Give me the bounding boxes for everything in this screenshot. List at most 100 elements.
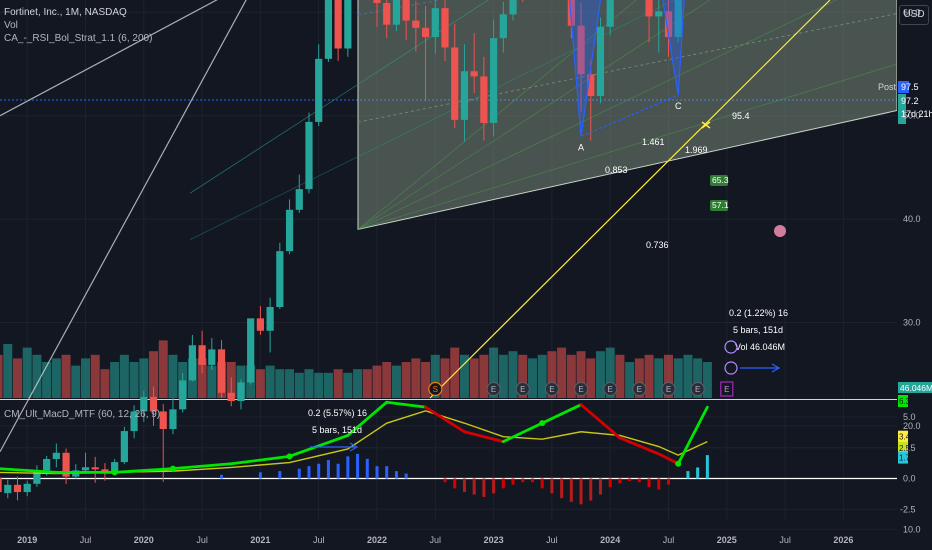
time-tick-label: 2023: [484, 535, 504, 545]
measure-readout-volume: Vol 46.046M: [735, 342, 785, 352]
candle-body: [208, 349, 216, 365]
volume-bar: [654, 358, 664, 398]
bar-countdown: 17d 21h: [901, 109, 932, 119]
volume-bar: [71, 365, 81, 398]
candle-body: [169, 409, 177, 430]
volume-bar: [664, 354, 673, 398]
strategy-indicator-label[interactable]: CA_-_RSI_Bol_Strat_1.1 (6, 200): [4, 33, 153, 44]
candle: [402, 0, 410, 41]
macd-value-tag-label: 3.4: [899, 433, 911, 442]
earnings-event-icon: [632, 382, 647, 396]
macd-measure-bars: 5 bars, 151d: [312, 425, 362, 435]
candle: [431, 0, 439, 54]
macd-histogram-bar: [569, 478, 573, 502]
candle: [52, 443, 60, 468]
macd-tick-label: 5.0: [903, 412, 916, 422]
post-price-tag: [898, 81, 909, 93]
volume-bar: [343, 372, 353, 398]
currency-button[interactable]: USD: [899, 5, 929, 25]
macd-histogram-bar: [375, 466, 379, 479]
macd-value-tag: [898, 430, 908, 443]
volume-bar: [129, 362, 139, 398]
macd-value-tag: [898, 441, 908, 454]
earnings-event-label: E: [549, 385, 554, 394]
candle: [179, 373, 187, 413]
candle: [247, 318, 255, 385]
candle: [81, 452, 90, 474]
price-tick-label: 10.0: [903, 524, 921, 534]
candle-body: [179, 380, 187, 410]
candle: [305, 112, 313, 194]
candle-body: [402, 0, 410, 21]
earnings-event-label: E: [608, 385, 613, 394]
lower-trendline: [189, 0, 489, 194]
macd-indicator-label[interactable]: CM_Ult_MacD_MTF (60, 12, 26, 9): [4, 409, 161, 420]
candle: [140, 390, 148, 422]
volume-bar: [314, 372, 324, 398]
candle-body: [451, 47, 459, 120]
volume-bar: [119, 354, 129, 398]
split-event-icon: [428, 381, 443, 397]
candle-body: [509, 0, 517, 15]
price-tick-label: 50.0: [903, 111, 921, 121]
macd-line-segment: [385, 400, 427, 409]
candle-body: [344, 0, 352, 49]
macd-histogram-bar: [356, 453, 360, 479]
volume-bar: [440, 358, 450, 398]
volume-bar: [479, 354, 489, 398]
macd-histogram-bar: [686, 471, 690, 479]
candle-body: [0, 477, 2, 493]
macd-line-segment: [113, 467, 175, 474]
candle: [4, 479, 12, 499]
price-tick-label: 40.0: [903, 214, 921, 224]
volume-indicator-label[interactable]: Vol: [4, 20, 18, 31]
trend-lines: [0, 0, 831, 453]
candle: [412, 0, 420, 52]
candle: [295, 174, 303, 213]
candle: [441, 0, 449, 61]
harmonic-pattern: XABCD: [568, 0, 685, 152]
steep-trendline: [0, 0, 247, 453]
last-price-tag: [898, 94, 906, 124]
candle-body: [373, 0, 381, 3]
symbol-title[interactable]: Fortinet, Inc., 1M, NASDAQ: [4, 7, 127, 18]
rsi-label-653: 65.3: [712, 175, 729, 185]
macd-histogram-bar: [647, 478, 651, 488]
volume-bar: [362, 369, 372, 398]
candle: [674, 0, 682, 43]
macd-measure-arrowhead: [349, 442, 359, 452]
ratio-label-1461: 1.461: [642, 137, 665, 147]
yellow-trendline: [429, 0, 831, 399]
candle: [421, 6, 430, 102]
candle-body: [295, 189, 303, 210]
time-axis-background: [0, 530, 897, 550]
candle-body: [587, 74, 595, 97]
volume-bar: [12, 358, 22, 398]
macd-tick-label: 0.0: [903, 474, 916, 484]
macd-histogram-bar: [540, 478, 544, 489]
candle-body: [120, 431, 128, 463]
candle: [392, 0, 401, 31]
macd-cross-dot: [111, 469, 118, 476]
candle: [13, 476, 22, 501]
volume-bar: [81, 358, 90, 398]
candle: [23, 480, 31, 497]
volume-bar: [595, 351, 605, 398]
macd-line-segment: [288, 434, 350, 458]
candle: [276, 242, 284, 310]
candle: [490, 19, 498, 137]
post-price-value: 97.5: [901, 82, 919, 92]
candle: [596, 17, 605, 104]
macd-histogram-bar: [472, 478, 476, 495]
candle: [606, 0, 614, 36]
volume-bar: [207, 365, 217, 398]
candle-body: [480, 76, 488, 123]
volume-bar: [285, 369, 295, 398]
candle-body: [149, 396, 158, 412]
volume-bar: [401, 362, 411, 398]
earnings-event-icon: [515, 382, 530, 396]
candle: [324, 0, 333, 62]
candle-body: [383, 2, 391, 25]
macd-value-tag: [898, 395, 908, 408]
